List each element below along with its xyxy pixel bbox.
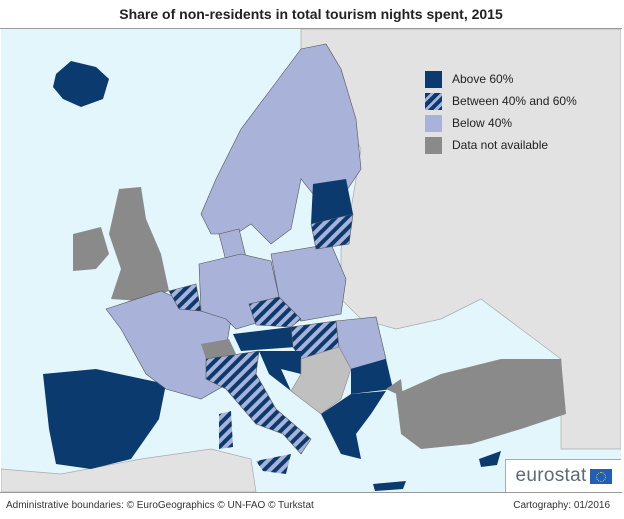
region-above-60	[311, 179, 353, 224]
legend-item-above-60: Above 60%	[425, 68, 577, 90]
legend-label: Data not available	[452, 138, 549, 152]
legend: Above 60% Between 40% and 60% Below 40% …	[425, 68, 577, 156]
region-40-60	[219, 411, 233, 449]
region-no-data	[396, 359, 566, 449]
region-above-60	[53, 61, 109, 107]
region-no-data	[73, 227, 109, 271]
legend-item-40-60: Between 40% and 60%	[425, 90, 577, 112]
region-above-60	[373, 481, 406, 491]
region-above-60	[321, 391, 386, 459]
region-no-data	[290, 346, 352, 415]
legend-label: Between 40% and 60%	[452, 94, 577, 108]
region-40-60	[310, 213, 354, 250]
legend-label: Above 60%	[452, 72, 514, 86]
legend-item-no-data: Data not available	[425, 134, 577, 156]
region-no-data	[109, 187, 169, 301]
region-40-60	[256, 454, 291, 474]
legend-swatch	[425, 70, 442, 88]
region-above-60	[233, 327, 296, 351]
legend-item-below-40: Below 40%	[425, 112, 577, 134]
region-40-60	[248, 296, 302, 328]
eurostat-logo: eurostat	[505, 459, 621, 492]
cartography-date: Cartography: 01/2016	[513, 500, 610, 511]
region-40-60	[205, 350, 312, 455]
legend-swatch	[425, 136, 442, 154]
land-africa	[1, 448, 257, 492]
region-above-60	[479, 451, 501, 467]
region-above-60	[259, 351, 301, 391]
region-above-60	[351, 359, 393, 394]
logo-text: eurostat	[515, 465, 587, 486]
europe-map	[1, 29, 621, 492]
eu-flag-icon	[589, 468, 612, 484]
legend-label: Below 40%	[452, 116, 513, 130]
legend-swatch	[425, 92, 442, 110]
region-no-data	[201, 339, 236, 359]
legend-swatch	[425, 114, 442, 132]
credits: Administrative boundaries: © EuroGeograp…	[6, 500, 314, 511]
region-no-data	[386, 379, 403, 397]
footer: Administrative boundaries: © EuroGeograp…	[0, 492, 622, 518]
map-title: Share of non-residents in total tourism …	[0, 0, 622, 29]
region-above-60	[43, 369, 166, 469]
